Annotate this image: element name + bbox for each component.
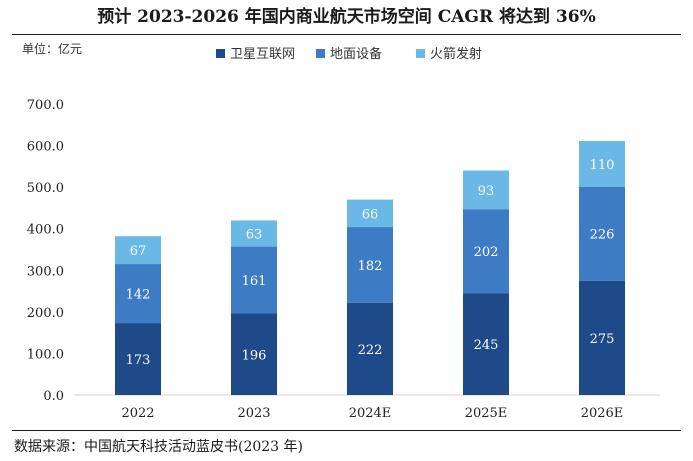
title-divider	[12, 34, 681, 35]
bar-segment	[231, 220, 277, 247]
bar-segment	[579, 186, 625, 281]
y-tick-label: 700.0	[27, 98, 64, 113]
bar-segment	[231, 313, 277, 395]
legend-swatch	[216, 49, 225, 58]
y-tick-label: 100.0	[27, 347, 64, 362]
y-tick-label: 500.0	[27, 181, 64, 196]
y-tick-label: 300.0	[27, 264, 64, 279]
bar-value-label: 222	[358, 343, 383, 358]
bar-value-label: 93	[478, 184, 495, 199]
y-tick-label: 400.0	[27, 223, 64, 238]
bar-segment	[347, 302, 393, 395]
x-tick-label: 2023	[237, 406, 270, 421]
bar-segment	[463, 170, 509, 210]
source-divider	[12, 430, 681, 431]
bar-segment	[115, 323, 161, 395]
chart-legend: 卫星互联网 地面设备 火箭发射	[216, 46, 482, 62]
bar-value-label: 182	[358, 259, 383, 274]
bar-value-label: 142	[126, 288, 151, 303]
bar-segment	[579, 280, 625, 395]
bar-value-label: 173	[126, 353, 151, 368]
y-axis: 0.0 100.0 200.0 300.0 400.0 500.0 600.0 700.0	[27, 98, 64, 404]
y-tick-label: 200.0	[27, 306, 64, 321]
x-tick-label: 2026E	[581, 406, 624, 421]
bar-value-label: 67	[130, 244, 147, 259]
legend-item: 地面设备	[316, 46, 382, 62]
bar-value-label: 226	[590, 228, 615, 243]
bar-value-label: 63	[246, 227, 263, 242]
bar-value-label: 202	[474, 245, 499, 260]
legend-item: 火箭发射	[416, 46, 482, 62]
y-tick-label: 600.0	[27, 140, 64, 155]
legend-label: 地面设备	[330, 46, 382, 62]
x-tick-label: 2022	[121, 406, 154, 421]
bar-group: 173 142 67 196 161 63 222 182 66 245 202 93 275 226 11…	[115, 140, 625, 395]
bar-value-label: 275	[590, 332, 615, 347]
bar-value-label: 245	[474, 338, 499, 353]
chart-title: 预计 2023-2026 年国内商业航天市场空间 CAGR 将达到 36%	[97, 7, 596, 27]
bar-value-label: 66	[362, 207, 379, 222]
bar-value-label: 196	[242, 348, 267, 363]
legend-label: 火箭发射	[430, 46, 482, 62]
bar-segment	[347, 199, 393, 228]
bar-segment	[115, 264, 161, 324]
bar-segment	[347, 227, 393, 303]
legend-label: 卫星互联网	[230, 47, 295, 62]
x-tick-label: 2024E	[349, 406, 392, 421]
bar-value-label: 110	[590, 158, 615, 173]
legend-swatch	[416, 49, 425, 58]
bar-segment	[463, 209, 509, 294]
legend-item: 卫星互联网	[216, 47, 295, 62]
bar-segment	[115, 236, 161, 265]
bar-segment	[463, 293, 509, 395]
legend-swatch	[316, 49, 325, 58]
y-tick-label: 0.0	[43, 389, 64, 404]
bar-segment	[579, 140, 625, 187]
bar-segment	[231, 246, 277, 314]
bar-value-label: 161	[242, 274, 267, 289]
x-tick-label: 2025E	[465, 406, 508, 421]
unit-label: 单位：亿元	[22, 42, 83, 56]
source-note: 数据来源：中国航天科技活动蓝皮书(2023 年)	[14, 439, 304, 455]
x-axis: 2022 2023 2024E 2025E 2026E	[74, 394, 660, 421]
